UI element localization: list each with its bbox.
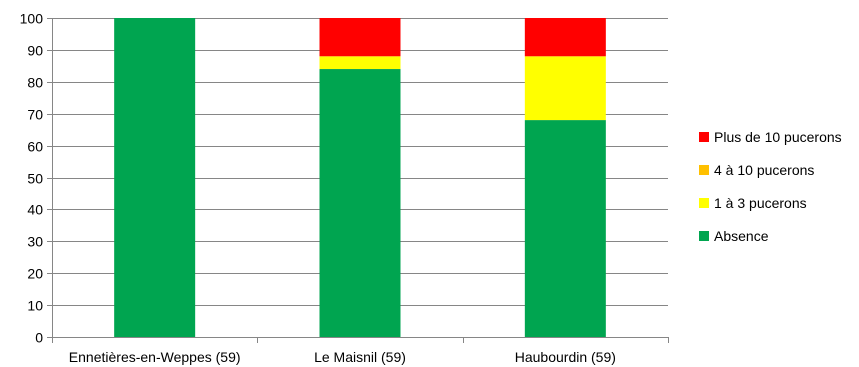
x-tick-label-0: Ennetières-en-Weppes (59) <box>69 349 241 365</box>
y-tick-label-20: 20 <box>27 266 43 282</box>
bars <box>114 18 606 337</box>
y-tick-label-10: 10 <box>27 298 43 314</box>
y-tick-label-40: 40 <box>27 202 43 218</box>
y-tick-label-100: 100 <box>20 11 44 27</box>
legend: Plus de 10 pucerons 4 à 10 pucerons 1 à 3 … <box>699 129 842 244</box>
bar-segment-0-0 <box>114 18 196 337</box>
legend-swatch-2 <box>699 198 709 208</box>
legend-label-1: 4 à 10 pucerons <box>714 162 814 178</box>
legend-label-3: Absence <box>714 228 769 244</box>
x-axis: Ennetières-en-Weppes (59) Le Maisnil (59)… <box>52 337 669 365</box>
bar-segment-2-1 <box>524 56 606 121</box>
y-tick-label-70: 70 <box>27 107 43 123</box>
bar-segment-1-1 <box>319 56 401 70</box>
y-tick-label-60: 60 <box>27 139 43 155</box>
y-tick-label-0: 0 <box>35 330 43 346</box>
legend-swatch-3 <box>699 231 709 241</box>
bar-segment-1-3 <box>319 18 401 57</box>
bar-segment-2-3 <box>524 18 606 57</box>
bar-segment-1-0 <box>319 69 401 337</box>
y-axis: 0 10 20 30 40 50 60 70 80 90 100 <box>20 11 53 346</box>
x-tick-label-2: Haubourdin (59) <box>515 349 616 365</box>
legend-swatch-0 <box>699 132 709 142</box>
y-tick-label-30: 30 <box>27 234 43 250</box>
legend-label-2: 1 à 3 pucerons <box>714 195 807 211</box>
y-tick-label-90: 90 <box>27 43 43 59</box>
legend-label-0: Plus de 10 pucerons <box>714 129 842 145</box>
bar-segment-2-0 <box>524 120 606 337</box>
y-tick-label-80: 80 <box>27 75 43 91</box>
x-tick-label-1: Le Maisnil (59) <box>314 349 406 365</box>
y-tick-label-50: 50 <box>27 171 43 187</box>
legend-swatch-1 <box>699 165 709 175</box>
